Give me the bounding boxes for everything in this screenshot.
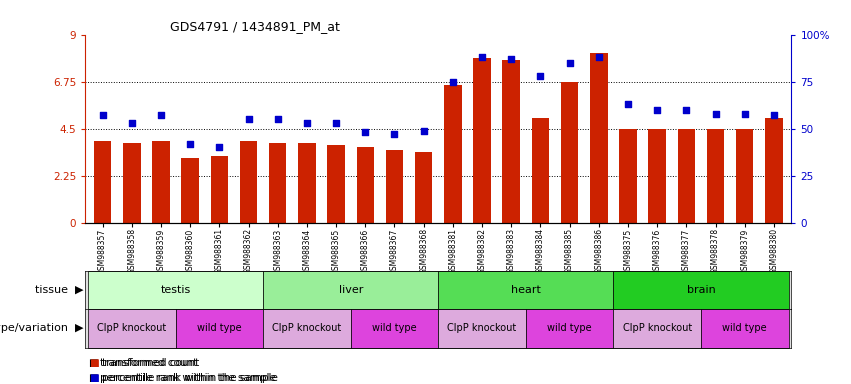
Point (329, 120, 343, 126)
Bar (526, 309, 614, 348)
Point (125, 120, 139, 126)
Point (446, 79, 460, 85)
Point (96, 113, 110, 119)
Point (271, 116, 284, 122)
Point (358, 129, 372, 136)
Text: tissue  ▶: tissue ▶ (35, 285, 83, 295)
Bar (614, 309, 701, 348)
Bar (561, 82, 579, 223)
Point (767, 113, 780, 119)
Bar (502, 60, 520, 223)
Text: wild type: wild type (197, 323, 242, 333)
Bar (444, 85, 461, 223)
Bar (701, 309, 789, 348)
Bar (269, 143, 287, 223)
Point (505, 56, 518, 62)
Bar (473, 58, 491, 223)
Point (300, 120, 314, 126)
Point (183, 141, 197, 147)
Bar (263, 271, 438, 309)
Point (475, 54, 488, 60)
Point (738, 111, 751, 117)
Bar (736, 129, 753, 223)
Bar (328, 146, 345, 223)
Bar (263, 309, 351, 348)
Text: ■: ■ (89, 358, 99, 368)
Point (388, 131, 402, 137)
Text: ClpP knockout: ClpP knockout (448, 323, 517, 333)
Text: brain: brain (687, 285, 716, 295)
Text: percentile rank within the sample: percentile rank within the sample (100, 373, 277, 383)
Text: ■: ■ (89, 373, 99, 383)
Bar (532, 118, 549, 223)
Bar (175, 309, 263, 348)
Text: GDS4791 / 1434891_PM_at: GDS4791 / 1434891_PM_at (170, 20, 340, 33)
Text: ClpP knockout: ClpP knockout (97, 323, 167, 333)
Bar (620, 129, 637, 223)
Text: wild type: wild type (547, 323, 592, 333)
Bar (152, 141, 169, 223)
Text: ■ percentile rank within the sample: ■ percentile rank within the sample (89, 373, 278, 383)
Bar (677, 129, 695, 223)
Text: wild type: wild type (722, 323, 767, 333)
Point (650, 107, 664, 113)
Text: heart: heart (511, 285, 540, 295)
Bar (94, 141, 111, 223)
Point (563, 60, 576, 66)
Point (592, 54, 606, 60)
Bar (590, 53, 608, 223)
Bar (88, 309, 175, 348)
Bar (386, 149, 403, 223)
Text: ClpP knockout: ClpP knockout (623, 323, 692, 333)
Point (709, 111, 722, 117)
Bar (298, 143, 316, 223)
Bar (123, 143, 140, 223)
Bar (707, 129, 724, 223)
Text: ClpP knockout: ClpP knockout (272, 323, 341, 333)
Text: transformed count: transformed count (100, 358, 197, 368)
Point (242, 116, 255, 122)
Point (680, 107, 694, 113)
Bar (357, 147, 374, 223)
Point (534, 73, 547, 79)
Bar (438, 309, 526, 348)
Text: ■ transformed count: ■ transformed count (89, 358, 200, 368)
Bar (210, 156, 228, 223)
Point (213, 144, 226, 151)
Point (621, 101, 635, 107)
Bar (88, 271, 263, 309)
Point (417, 127, 431, 134)
Bar (415, 152, 432, 223)
Bar (648, 129, 666, 223)
Text: liver: liver (339, 285, 363, 295)
Bar (614, 271, 789, 309)
Text: wild type: wild type (372, 323, 417, 333)
Text: testis: testis (161, 285, 191, 295)
Bar (765, 118, 783, 223)
Bar (240, 141, 257, 223)
Point (154, 113, 168, 119)
Bar (351, 309, 438, 348)
Bar (181, 158, 199, 223)
Bar (438, 271, 614, 309)
Text: genotype/variation  ▶: genotype/variation ▶ (0, 323, 83, 333)
